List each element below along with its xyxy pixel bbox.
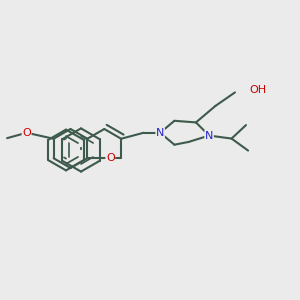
Text: N: N bbox=[205, 130, 213, 141]
Text: N: N bbox=[156, 128, 164, 138]
Text: O: O bbox=[106, 153, 115, 163]
Text: OH: OH bbox=[249, 85, 266, 95]
Text: O: O bbox=[22, 128, 31, 138]
